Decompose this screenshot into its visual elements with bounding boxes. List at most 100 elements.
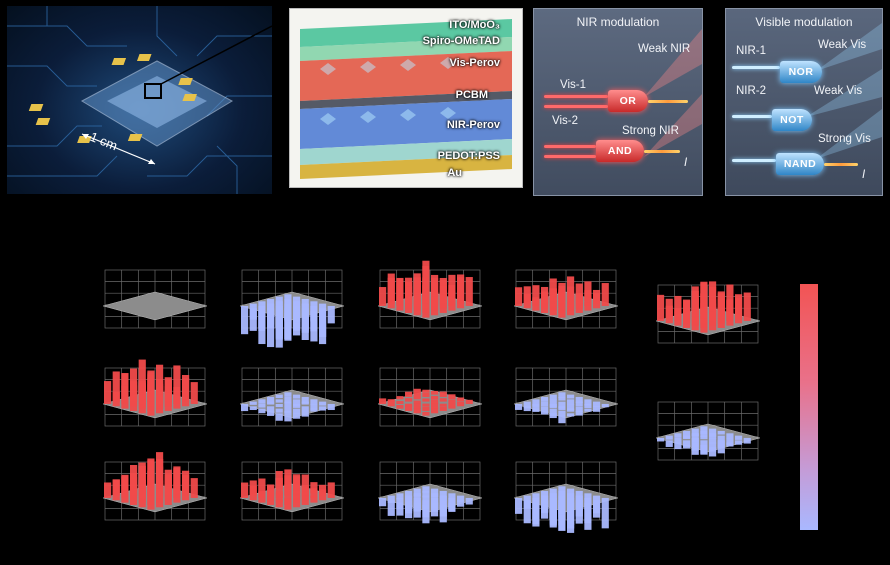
bar-1-0-0-0 bbox=[104, 381, 112, 404]
bar-1-2-1-4 bbox=[422, 406, 430, 411]
nand-gate: NAND bbox=[776, 153, 824, 175]
bar-1-2-3-5 bbox=[448, 403, 456, 409]
bar-1-1-4-1 bbox=[284, 396, 292, 404]
bar-1-4-3-2 bbox=[700, 435, 708, 440]
bar-1-3-3-4 bbox=[575, 406, 583, 412]
bar-grid-0-1 bbox=[239, 269, 345, 348]
bar-2-2-4-2 bbox=[431, 493, 439, 509]
bar-0-2-0-0 bbox=[379, 287, 387, 306]
bar-1-1-1-5 bbox=[293, 413, 301, 419]
bar-1-2-1-5 bbox=[431, 407, 439, 414]
bar-2-1-0-0 bbox=[241, 482, 249, 498]
and-output-wire bbox=[644, 150, 680, 153]
bar-1-4-3-3 bbox=[709, 437, 717, 444]
bar-0-2-3-0 bbox=[405, 286, 413, 299]
bar-0-3-3-0 bbox=[541, 286, 549, 299]
vis-strong-label: Strong Vis bbox=[818, 133, 871, 145]
bar-1-2-4-1 bbox=[422, 392, 430, 397]
bar-2-0-5-5 bbox=[190, 478, 198, 498]
bar-1-1-4-5 bbox=[319, 406, 327, 411]
bar-0-2-5-4 bbox=[457, 274, 465, 304]
bar-2-2-2-0 bbox=[396, 493, 404, 500]
nor-input-wire bbox=[732, 66, 780, 69]
layer-label-nir-perov: NIR-Perov bbox=[446, 119, 500, 131]
bar-1-2-4-3 bbox=[439, 398, 447, 402]
bar-1-4-3-0 bbox=[683, 430, 691, 439]
bar-0-4-3-0 bbox=[683, 300, 691, 314]
bar-1-2-5-5 bbox=[465, 399, 473, 404]
bar-1-3-1-1 bbox=[532, 403, 540, 412]
bar-2-2-4-0 bbox=[413, 488, 421, 497]
bar-0-3-5-1 bbox=[567, 276, 575, 297]
bar-2-3-4-0 bbox=[549, 488, 557, 520]
bar-1-2-4-2 bbox=[431, 395, 439, 400]
bar-1-1-0-1 bbox=[249, 406, 257, 411]
bar-2-0-1-0 bbox=[112, 479, 120, 496]
bar-1-3-4-2 bbox=[567, 399, 575, 405]
bar-2-1-3-5 bbox=[310, 495, 318, 503]
bar-0-1-5-1 bbox=[293, 296, 301, 323]
bar-1-0-5-0 bbox=[147, 374, 155, 393]
bar-1-1-5-0 bbox=[284, 392, 292, 397]
bar-1-3-0-0 bbox=[515, 403, 523, 410]
bar-1-3-5-2 bbox=[575, 396, 583, 403]
bar-2-0-5-2 bbox=[164, 474, 172, 491]
bar-0-3-5-3 bbox=[584, 281, 592, 302]
bar-1-3-4-3 bbox=[575, 401, 583, 407]
bar-1-3-1-4 bbox=[558, 410, 566, 417]
bar-2-0-5-1 bbox=[156, 452, 164, 489]
bar-1-4-1-1 bbox=[674, 437, 682, 444]
bar-1-2-0-4 bbox=[413, 408, 421, 414]
bar-1-0-1-0 bbox=[112, 371, 120, 402]
bar-2-0-5-3 bbox=[173, 466, 181, 494]
bar-2-1-0-2 bbox=[258, 493, 266, 503]
bar-1-1-3-0 bbox=[267, 396, 275, 405]
vis-input2-label: NIR-2 bbox=[736, 85, 767, 97]
bar-1-4-5-2 bbox=[717, 430, 725, 435]
chip-illustration: 1 cm bbox=[7, 6, 272, 194]
nir-input2b-wire bbox=[544, 155, 596, 158]
visible-modulation-panel: Visible modulation NIR-1 Weak Vis NOR NI… bbox=[725, 8, 883, 196]
bar-2-2-1-1 bbox=[396, 497, 404, 510]
bar-2-3-5-5 bbox=[601, 497, 609, 529]
bar-0-1-2-0 bbox=[258, 301, 266, 331]
bar-1-1-1-1 bbox=[258, 403, 266, 408]
bar-1-2-5-4 bbox=[457, 397, 465, 402]
bar-0-4-2-0 bbox=[674, 295, 682, 317]
bar-grid-2-1 bbox=[239, 461, 345, 521]
bar-1-4-0-2 bbox=[674, 442, 682, 450]
bar-grid-0-4 bbox=[655, 281, 761, 344]
bar-1-3-5-1 bbox=[567, 394, 575, 399]
bar-2-1-2-0 bbox=[258, 478, 266, 494]
bar-1-3-1-5 bbox=[567, 413, 575, 417]
vis-weak-label-2: Weak Vis bbox=[814, 85, 863, 97]
bar-1-2-2-3 bbox=[422, 403, 430, 407]
bar-1-1-2-5 bbox=[301, 410, 309, 417]
bar-2-1-4-0 bbox=[275, 471, 283, 489]
bar-2-1-5-2 bbox=[301, 474, 309, 491]
bar-2-3-5-4 bbox=[593, 495, 601, 514]
bar-1-4-5-3 bbox=[726, 433, 734, 439]
bar-2-2-1-0 bbox=[387, 495, 395, 503]
bar-1-4-4-5 bbox=[735, 440, 743, 445]
bar-2-2-5-0 bbox=[422, 486, 430, 493]
bar-1-2-2-5 bbox=[439, 406, 447, 411]
device-stack-illustration bbox=[300, 19, 512, 179]
bar-0-3-5-0 bbox=[558, 285, 566, 295]
bar-1-1-0-2 bbox=[258, 408, 266, 414]
bar-1-4-1-2 bbox=[683, 440, 691, 447]
bar-1-3-3-5 bbox=[584, 408, 592, 412]
or-gate: OR bbox=[608, 90, 648, 112]
bar-1-3-2-1 bbox=[541, 401, 549, 407]
device-stack-panel: ITO/MoO₃ Spiro-OMeTAD Vis-Perov PCBM NIR… bbox=[289, 8, 523, 188]
bar-1-4-5-5 bbox=[743, 437, 751, 444]
bar-0-4-5-4 bbox=[735, 294, 743, 319]
bar-1-4-1-5 bbox=[709, 447, 717, 457]
bar-1-2-3-0 bbox=[405, 391, 413, 397]
bar-0-3-1-1 bbox=[532, 297, 540, 306]
bar-0-3-0-0 bbox=[515, 287, 523, 306]
bar-1-4-2-3 bbox=[700, 440, 708, 451]
bar-1-0-3-0 bbox=[130, 368, 138, 397]
bar-1-1-5-5 bbox=[327, 403, 335, 411]
bar-0-3-0-5 bbox=[558, 308, 566, 318]
